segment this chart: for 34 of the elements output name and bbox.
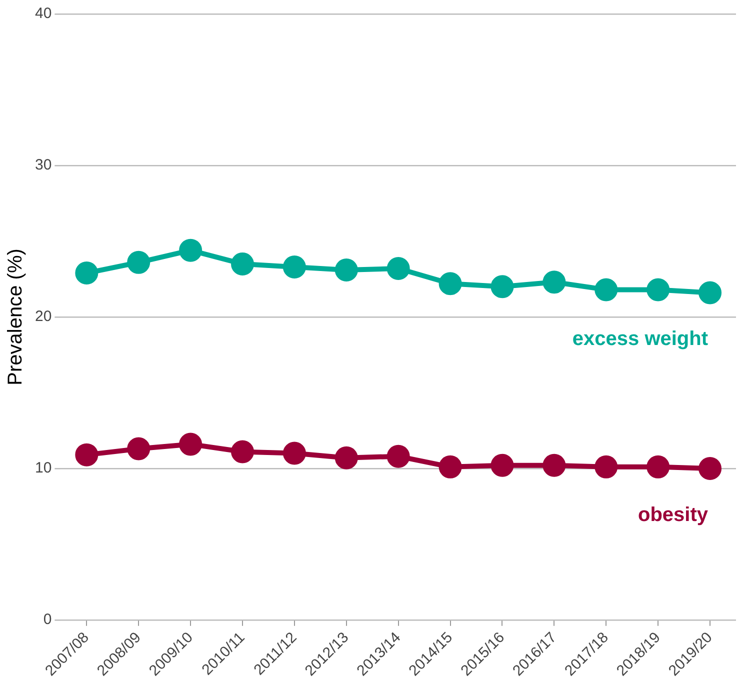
series-label: excess weight xyxy=(572,328,708,350)
y-tick-label: 30 xyxy=(34,156,52,174)
point xyxy=(386,444,410,468)
point xyxy=(75,443,98,466)
point xyxy=(386,256,410,280)
point xyxy=(127,250,150,274)
y-tick-label: 10 xyxy=(34,460,52,477)
point xyxy=(490,275,514,298)
series-label: obesity xyxy=(638,504,709,526)
point xyxy=(594,278,618,302)
y-tick-label: 20 xyxy=(34,308,52,326)
point xyxy=(438,272,462,296)
point xyxy=(698,281,722,304)
y-tick-label: 0 xyxy=(43,611,52,628)
point xyxy=(438,455,462,478)
point xyxy=(594,455,618,478)
point xyxy=(698,456,722,480)
point xyxy=(334,446,358,470)
point xyxy=(75,262,98,285)
point xyxy=(282,442,306,465)
point xyxy=(231,440,254,464)
y-axis-title: Prevalence (%) xyxy=(4,248,27,386)
point xyxy=(334,258,358,282)
point xyxy=(179,238,202,262)
point xyxy=(179,432,202,456)
point xyxy=(646,278,670,302)
point xyxy=(646,455,670,478)
point xyxy=(542,270,566,294)
point xyxy=(231,252,254,276)
point xyxy=(127,437,150,460)
point xyxy=(542,454,566,477)
point xyxy=(490,454,514,477)
y-tick-label: 40 xyxy=(34,5,52,22)
point xyxy=(282,255,306,278)
